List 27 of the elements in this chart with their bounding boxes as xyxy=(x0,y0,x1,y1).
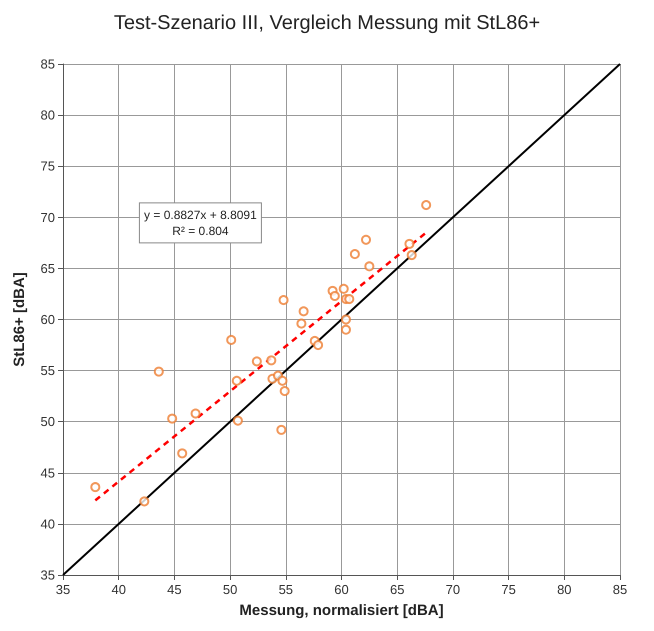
annotation: R² = 0.804 xyxy=(172,224,229,238)
x-tick-label: 50 xyxy=(222,582,238,597)
y-tick-label: 75 xyxy=(40,158,55,174)
x-tick-label: 75 xyxy=(501,582,516,597)
x-tick-label: 65 xyxy=(390,582,404,597)
y-tick-label: 65 xyxy=(40,260,55,276)
y-tick-label: 40 xyxy=(40,516,55,532)
annotation: y = 0.8827x + 8.8091 xyxy=(144,208,258,222)
y-tick-label: 70 xyxy=(40,210,55,225)
chart-title: Test-Szenario III, Vergleich Messung mit StL86+ xyxy=(114,12,540,34)
x-tick-label: 40 xyxy=(111,582,126,597)
y-tick-label: 35 xyxy=(40,568,55,582)
x-tick-label: 45 xyxy=(167,582,182,597)
y-tick-label: 60 xyxy=(40,312,55,327)
x-tick-label: 60 xyxy=(334,582,349,597)
x-tick-label: 80 xyxy=(557,582,572,597)
x-tick-label: 55 xyxy=(278,582,294,597)
y-tick-label: 85 xyxy=(40,56,55,72)
x-tick-label: 70 xyxy=(446,582,460,597)
y-tick-label: 55 xyxy=(40,363,55,378)
y-tick-label: 80 xyxy=(40,108,55,123)
x-tick-label: 35 xyxy=(56,582,70,597)
y-tick-label: 50 xyxy=(40,414,55,430)
y-axis-title: StL86+ [dBA] xyxy=(11,272,28,367)
x-tick-label: 85 xyxy=(612,582,628,597)
y-tick-label: 45 xyxy=(40,465,55,480)
x-axis-title: Messung, normalisiert [dBA] xyxy=(239,602,444,619)
